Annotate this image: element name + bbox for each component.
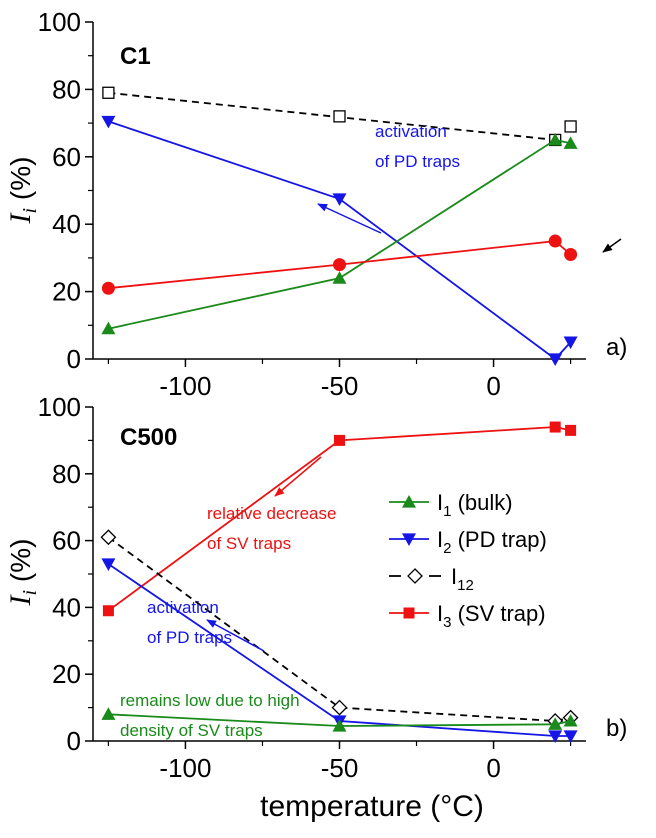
data-point-I2 (563, 336, 578, 350)
y-tick-label: 40 (52, 209, 81, 239)
annotation-b-decrease-arrow (274, 456, 322, 497)
panel-c500: 0 20 40 60 80 100 -100 -50 0 C500 b) Ii (%) rela… (4, 392, 627, 783)
legend: I1 (bulk) I2 (PD trap) I12 I3 (SV trap) (389, 490, 547, 631)
panel-title-a: C1 (120, 43, 151, 70)
x-tick-label: 0 (486, 753, 500, 783)
data-point-I1 (563, 136, 578, 149)
series-line-I2 (108, 120, 572, 361)
data-point-I1 (548, 132, 563, 146)
data-point-I2 (332, 193, 347, 206)
annotation-a-activation-arrow (317, 203, 382, 234)
data-point-I12 (564, 120, 577, 133)
data-point-I2 (563, 730, 578, 743)
series-line-I3 (107, 426, 571, 612)
x-tick-label: 0 (486, 371, 500, 401)
annotation-a-activation-line1: activation (375, 122, 447, 141)
x-tick-label: -50 (321, 371, 359, 401)
data-point-I1 (101, 321, 116, 335)
y-tick-label: 60 (52, 526, 81, 556)
y-tick-label: 40 (52, 592, 81, 622)
annotation-b-decrease-line1: relative decrease (207, 504, 336, 523)
legend-label-I12: I12 (451, 564, 474, 594)
data-point-I12 (102, 86, 115, 99)
x-tick-label: -100 (159, 371, 211, 401)
legend-label-I1: I1 (bulk) (437, 490, 513, 520)
y-tick-label: 80 (52, 459, 81, 489)
series-line-I1 (108, 138, 571, 330)
annotation-b-activation-line2: of PD traps (147, 628, 232, 647)
legend-label-I3: I3 (SV trap) (437, 601, 546, 631)
legend-marker-I1 (402, 495, 416, 508)
x-tick-label: -100 (159, 753, 211, 783)
xlabel: temperature (°C) (260, 790, 484, 823)
legend-marker-I12 (407, 568, 423, 584)
annotation-a-pointer-arrow (602, 238, 622, 253)
legend-label-I2: I2 (PD trap) (437, 527, 547, 557)
y-tick-label: 80 (52, 74, 81, 104)
data-point-I2 (548, 353, 563, 366)
data-point-I3 (101, 281, 115, 295)
annotation-b-activation-arrow (206, 619, 265, 652)
data-point-I2 (101, 115, 116, 129)
series-group-a (101, 86, 578, 366)
data-point-I3 (565, 424, 577, 436)
y-tick-label: 0 (67, 344, 81, 374)
panel-title-b: C500 (120, 424, 177, 451)
data-point-I3 (549, 421, 561, 433)
annotation-b-activation-line1: activation (147, 598, 219, 617)
data-point-I2 (101, 558, 116, 571)
data-point-I1 (563, 713, 578, 727)
data-point-I3 (333, 258, 346, 272)
series-line-I2 (107, 563, 571, 737)
y-tick-label: 20 (52, 277, 81, 307)
data-point-I3 (548, 234, 562, 248)
axes-a: 0 20 40 60 80 100 -100 -50 0 (38, 7, 586, 401)
annotation-b-decrease-line2: of SV traps (207, 534, 291, 553)
data-point-I2 (548, 730, 563, 743)
data-point-I1 (332, 271, 347, 284)
y-tick-label: 60 (52, 142, 81, 172)
data-point-I1 (548, 717, 563, 730)
x-tick-label: -50 (321, 753, 359, 783)
series-line-I3 (108, 240, 572, 290)
ylabel-b: Ii (%) (4, 539, 41, 607)
data-point-I12 (100, 529, 117, 546)
annotation-b-remains-line2: density of SV traps (120, 721, 263, 740)
y-tick-label: 100 (38, 392, 81, 422)
panel-tag-b: b) (606, 715, 627, 742)
panel-tag-a: a) (606, 334, 627, 361)
y-tick-label: 100 (38, 7, 81, 37)
legend-marker-I2 (402, 533, 416, 546)
legend-marker-I3 (403, 607, 415, 619)
panel-c1: 0 20 40 60 80 100 -100 -50 0 C1 a) Ii (%) activa… (4, 7, 627, 401)
ylabel-a-main: I (4, 211, 37, 224)
series-line-I12 (108, 91, 556, 141)
data-point-I12 (331, 699, 348, 716)
ylabel-b-unit: (%) (5, 539, 36, 590)
data-point-I3 (334, 434, 345, 446)
data-point-I3 (102, 605, 114, 617)
data-point-I12 (333, 110, 346, 123)
y-tick-label: 0 (67, 726, 81, 756)
annotation-a-activation-line2: of PD traps (375, 152, 460, 171)
ylabel-b-sub: i (19, 590, 41, 596)
y-tick-label: 20 (52, 659, 81, 689)
ylabel-a: Ii (%) (4, 157, 41, 225)
axes-b: 0 20 40 60 80 100 -100 -50 0 (38, 392, 586, 783)
data-point-I3 (564, 248, 578, 262)
ylabel-a-unit: (%) (5, 157, 36, 208)
ylabel-b-main: I (4, 593, 37, 606)
annotation-b-remains-line1: remains low due to high (120, 691, 300, 710)
series-line-I1 (108, 713, 571, 727)
data-point-I1 (101, 707, 116, 720)
ylabel-a-sub: i (19, 208, 41, 214)
data-point-I1 (332, 718, 347, 732)
series-group-b (100, 421, 579, 743)
